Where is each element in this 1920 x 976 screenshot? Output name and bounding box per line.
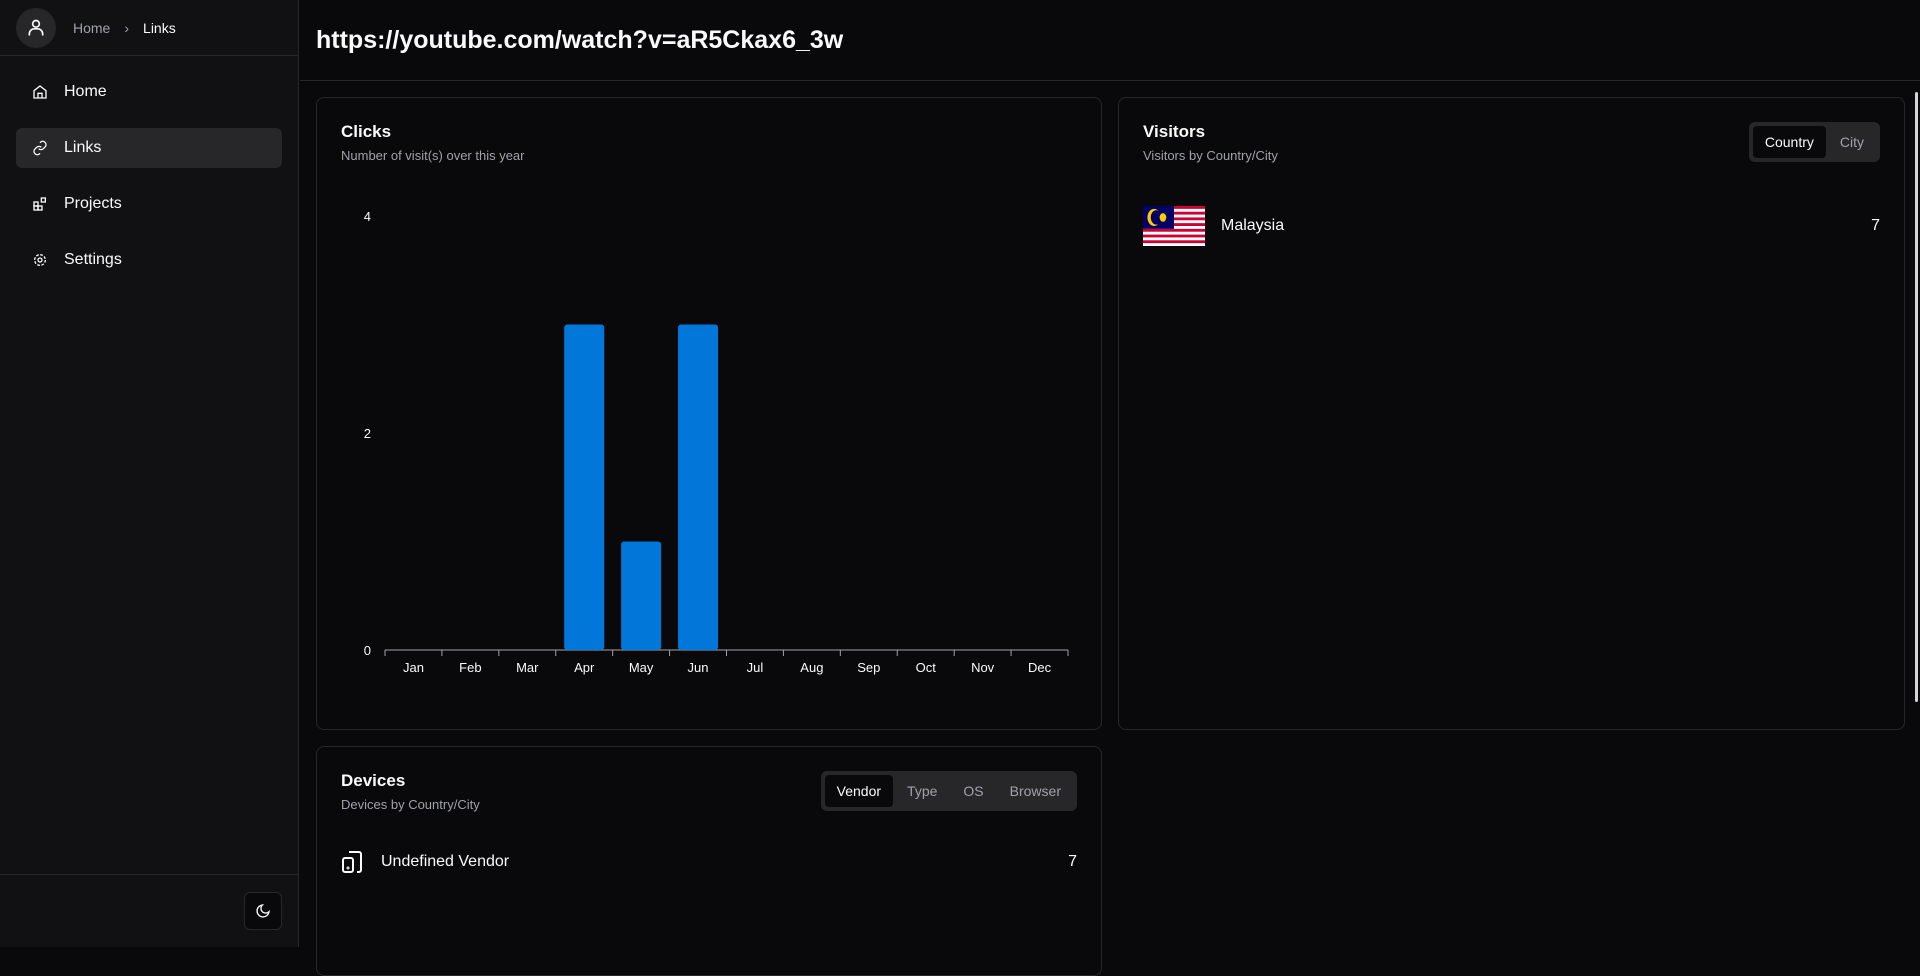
devices-title: Devices (341, 771, 406, 790)
list-item: Undefined Vendor 7 (341, 847, 1077, 877)
home-icon (33, 85, 47, 99)
breadcrumb: Home › Links (73, 20, 176, 36)
bar-apr (564, 324, 605, 650)
device-icon (342, 851, 362, 873)
vendor-name: Undefined Vendor (381, 853, 510, 870)
gear-icon (34, 254, 46, 266)
bar-jun (678, 324, 719, 650)
sidebar-item-label: Links (64, 139, 102, 156)
visitors-card: Visitors Visitors by Country/City Countr… (1118, 97, 1905, 730)
clicks-chart: 0 2 4 Jan Feb Mar Apr May Jun Jul Aug Sep Oct Nov Dec (364, 209, 1069, 675)
y-tick-label: 0 (364, 643, 371, 658)
devices-subtitle: Devices by Country/City (341, 797, 480, 812)
sidebar-footer (0, 874, 298, 947)
breadcrumb-current: Links (143, 19, 176, 36)
devices-tabs: Vendor Type OS Browser (820, 771, 1077, 811)
tab-city[interactable]: City (1839, 134, 1864, 150)
tab-browser[interactable]: Browser (1009, 783, 1061, 799)
sidebar-item-settings[interactable]: Settings (16, 240, 282, 280)
x-tick-label: Apr (574, 660, 595, 675)
x-tick-label: Aug (800, 660, 823, 675)
x-tick-label: May (629, 660, 654, 675)
x-tick-label: Sep (857, 660, 880, 675)
link-icon (33, 140, 47, 156)
sidebar-item-label: Projects (64, 195, 122, 212)
breadcrumb-home[interactable]: Home (73, 19, 111, 36)
theme-toggle-button[interactable] (244, 892, 282, 930)
y-tick-label: 4 (364, 209, 371, 224)
country-count: 7 (1871, 217, 1880, 234)
sidebar-nav: Home Links Projects Settings (0, 56, 298, 312)
list-item: Malaysia 7 (1143, 206, 1880, 246)
bar-may (621, 541, 662, 650)
user-icon (28, 19, 44, 35)
clicks-subtitle: Number of visit(s) over this year (341, 148, 525, 163)
clicks-card: Clicks Number of visit(s) over this year… (316, 97, 1102, 730)
sidebar: Home › Links Home Links Projects Setting… (0, 0, 299, 947)
x-tick-label: Feb (459, 660, 481, 675)
x-tick-label: Mar (516, 660, 539, 675)
malaysia-flag-icon (1143, 206, 1205, 246)
visitors-title: Visitors (1143, 122, 1206, 141)
x-tick-label: Dec (1028, 660, 1052, 675)
clicks-title: Clicks (341, 122, 392, 141)
sidebar-item-label: Home (64, 83, 107, 100)
projects-icon (33, 197, 46, 211)
x-tick-label: Jan (403, 660, 424, 675)
x-tick-label: Oct (916, 660, 937, 675)
y-tick-label: 2 (364, 426, 371, 441)
visitors-tabs: Country City (1748, 122, 1880, 162)
x-tick-label: Jun (688, 660, 709, 675)
x-tick-label: Nov (971, 660, 995, 675)
visitors-subtitle: Visitors by Country/City (1143, 148, 1278, 163)
moon-icon (256, 904, 270, 918)
tab-country[interactable]: Country (1752, 126, 1826, 158)
chevron-right-icon: › (124, 19, 130, 36)
sidebar-header: Home › Links (0, 0, 298, 56)
vendor-count: 7 (1068, 853, 1077, 870)
sidebar-item-links[interactable]: Links (16, 128, 282, 168)
avatar[interactable] (16, 7, 56, 48)
country-name: Malaysia (1221, 217, 1285, 234)
sidebar-item-home[interactable]: Home (16, 72, 282, 112)
x-tick-label: Jul (747, 660, 764, 675)
scrollbar[interactable] (1915, 92, 1918, 702)
tab-os[interactable]: OS (963, 783, 984, 799)
sidebar-item-projects[interactable]: Projects (16, 184, 282, 224)
tab-vendor[interactable]: Vendor (824, 775, 894, 807)
page-title: https://youtube.com/watch?v=aR5Ckax6_3w (300, 0, 1920, 81)
sidebar-item-label: Settings (64, 251, 122, 268)
devices-card: Devices Devices by Country/City Vendor T… (316, 746, 1102, 976)
tab-type[interactable]: Type (907, 783, 938, 799)
